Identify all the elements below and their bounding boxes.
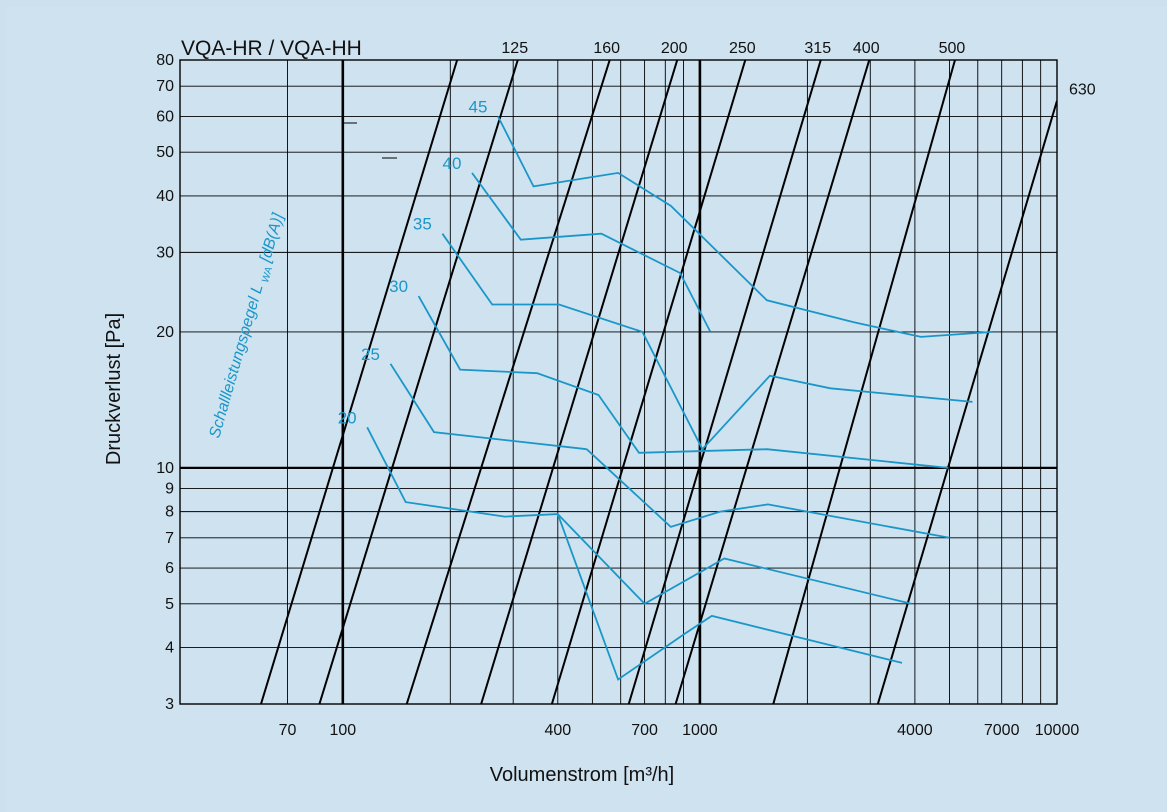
size-label-125: 125 [501, 40, 528, 57]
y-tick-label: 50 [156, 144, 174, 161]
size-lines-layer [260, 60, 1057, 704]
size-label-500: 500 [939, 40, 966, 57]
sound-level-label-45: 45 [469, 97, 488, 116]
y-tick-label: 30 [156, 244, 174, 261]
plot-frame [179, 59, 1058, 705]
y-tick-label: 6 [165, 560, 174, 577]
y-tick-label: 10 [156, 460, 174, 477]
y-tick-label: 70 [156, 78, 174, 95]
x-tick-label: 10000 [1035, 722, 1080, 739]
y-tick-label: 5 [165, 596, 174, 613]
y-tick-label: 80 [156, 52, 174, 69]
grid-layer [180, 59, 1058, 705]
sound-level-line-35 [441, 233, 973, 451]
size-line-125 [318, 60, 519, 704]
size-line-160 [405, 60, 611, 704]
size-line-100 [260, 60, 459, 704]
sound-level-label-20: 20 [338, 408, 357, 427]
sound-level-line-45 [497, 115, 993, 338]
sound-level-label-30: 30 [389, 277, 408, 296]
size-label-315: 315 [804, 40, 831, 57]
size-label-200: 200 [661, 40, 688, 57]
sound-power-level-text: Schallleistungspegel L [207, 282, 267, 440]
y-axis-title: Druckverlust [Pa] [103, 313, 125, 465]
y-tick-label: 9 [165, 481, 174, 498]
size-line-500 [772, 60, 956, 704]
y-tick-label: 20 [156, 324, 174, 341]
y-tick-label: 7 [165, 530, 174, 547]
chart-title: VQA-HR / VQA-HH [181, 37, 362, 60]
sound-level-label-40: 40 [443, 154, 462, 173]
pressure-loss-chart: 70 100 400 700 1000 4000 7000 10000345678910203… [103, 37, 1096, 786]
x-axis-title: Volumenstrom [m³/h] [490, 764, 675, 786]
x-tick-label: 7000 [984, 722, 1020, 739]
axis-layer: 70 100 400 700 1000 4000 7000 10000345678910203… [156, 52, 1079, 739]
y-tick-label: 8 [165, 504, 174, 521]
size-line-315 [627, 60, 822, 704]
sound-level-line-link-7 [557, 513, 912, 605]
x-tick-label: 100 [329, 722, 356, 739]
size-label-630: 630 [1069, 82, 1096, 99]
x-tick-label: 1000 [682, 722, 718, 739]
sound-power-level-label: Schallleistungspegel LWA[dB(A)] [207, 211, 291, 441]
y-tick-label: 60 [156, 108, 174, 125]
x-tick-label: 700 [631, 722, 658, 739]
size-line-200 [480, 60, 679, 704]
label-layer: VQA-HR / VQA-HH Volumenstrom [m³/h] Druc… [103, 37, 1096, 786]
size-line-400 [674, 60, 871, 704]
size-line-250 [550, 60, 747, 704]
size-label-250: 250 [729, 40, 756, 57]
sound-level-label-35: 35 [413, 215, 432, 234]
size-line-630 [876, 100, 1057, 704]
sound-level-line-link-6 [586, 448, 950, 539]
sound-level-line-30 [417, 295, 949, 469]
x-tick-label: 70 [279, 722, 297, 739]
y-tick-label: 40 [156, 188, 174, 205]
sound-level-line-25 [389, 363, 587, 451]
sound-level-line-40 [471, 172, 712, 333]
sound-power-level-subscript: WA [260, 265, 275, 284]
y-tick-label: 3 [165, 696, 174, 713]
chart-panel: 70 100 400 700 1000 4000 7000 10000 3 4 5 6 7 8 9 10 20 3… [7, 7, 1167, 812]
sound-power-level-unit: [dB(A)] [257, 211, 287, 265]
sound-level-lines-layer [366, 115, 993, 681]
x-tick-label: 4000 [897, 722, 933, 739]
sound-level-line-20 [366, 426, 903, 681]
y-tick-label: 4 [165, 640, 174, 657]
sound-level-label-25: 25 [361, 345, 380, 364]
x-tick-label: 400 [544, 722, 571, 739]
size-label-400: 400 [853, 40, 880, 57]
size-label-160: 160 [593, 40, 620, 57]
